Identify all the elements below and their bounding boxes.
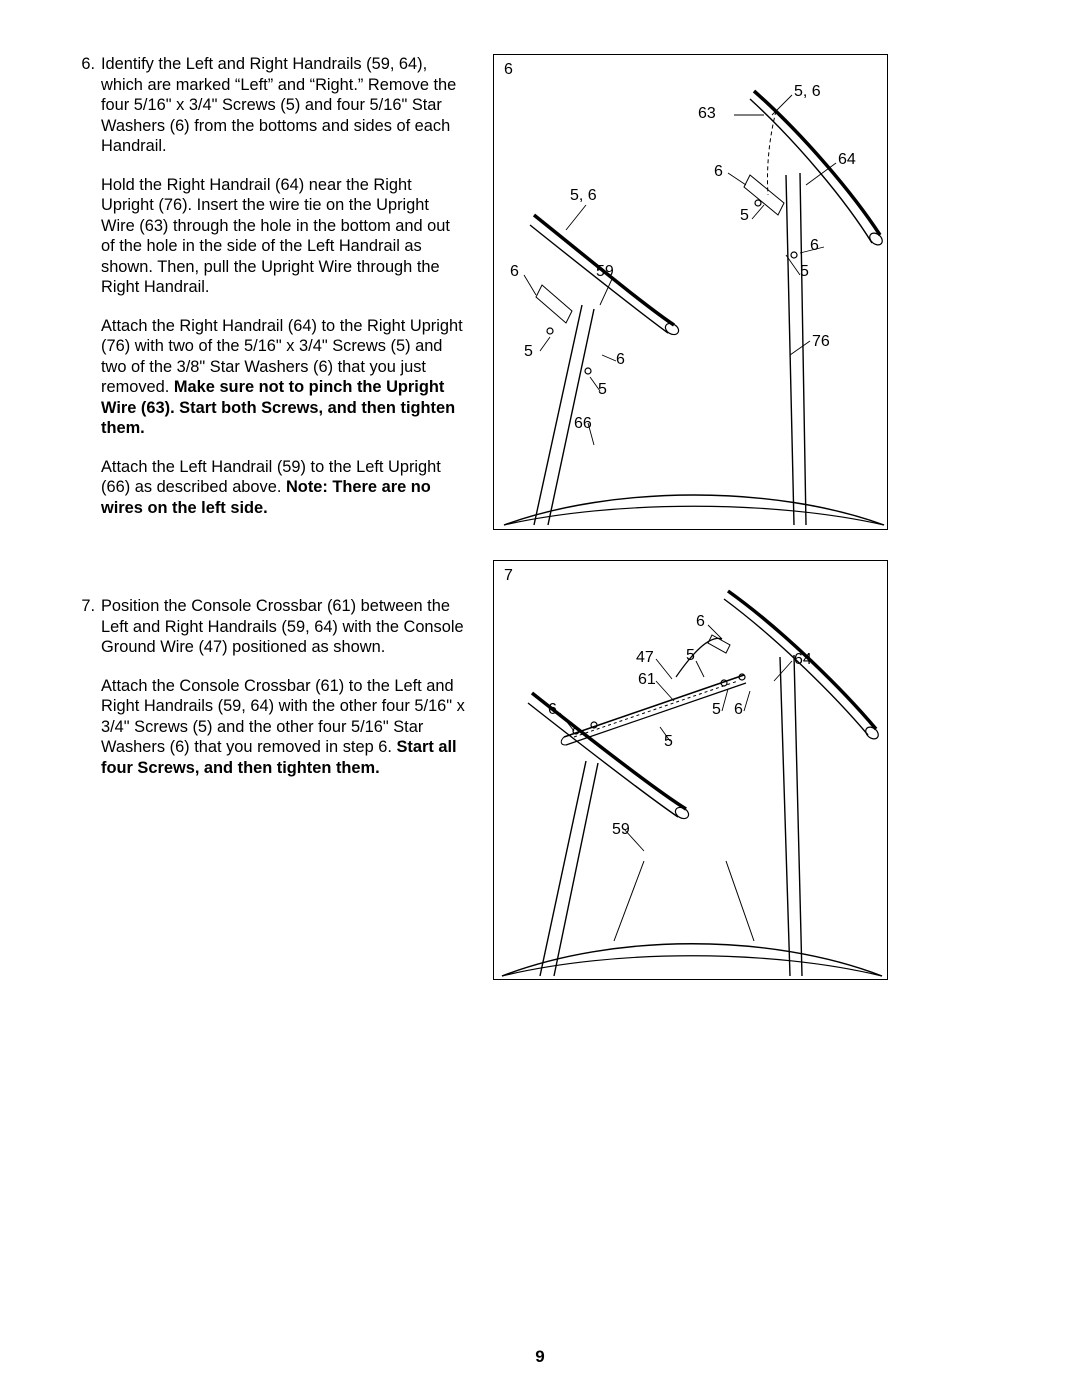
callout-label: 6 bbox=[696, 613, 705, 631]
paragraph: Position the Console Crossbar (61) betwe… bbox=[101, 596, 465, 658]
callout-label: 5, 6 bbox=[794, 83, 821, 101]
manual-page: 6. Identify the Left and Right Handrails… bbox=[0, 0, 1080, 1397]
callout-label: 47 bbox=[636, 649, 654, 667]
callout-label: 6 bbox=[616, 351, 625, 369]
callout-label: 5, 6 bbox=[570, 187, 597, 205]
instruction-column: 6. Identify the Left and Right Handrails… bbox=[75, 54, 465, 980]
step-body: Identify the Left and Right Handrails (5… bbox=[101, 54, 465, 536]
callout-label: 59 bbox=[612, 821, 630, 839]
paragraph: Attach the Console Crossbar (61) to the … bbox=[101, 676, 465, 779]
callout-label: 64 bbox=[794, 651, 812, 669]
callout-label: 66 bbox=[574, 415, 592, 433]
callout-label: 61 bbox=[638, 671, 656, 689]
paragraph: Hold the Right Handrail (64) near the Ri… bbox=[101, 175, 465, 298]
callout-label: 76 bbox=[812, 333, 830, 351]
callout-label: 64 bbox=[838, 151, 856, 169]
callout-label: 5 bbox=[598, 381, 607, 399]
figure-column: 6 5, 6636465, 65665957656566 7 647564616… bbox=[493, 54, 1005, 980]
assembly-step-7: 7. Position the Console Crossbar (61) be… bbox=[75, 596, 465, 796]
figure-corner-number: 7 bbox=[504, 567, 513, 585]
figure-7: 7 64756461656559 bbox=[493, 560, 888, 980]
step-body: Position the Console Crossbar (61) betwe… bbox=[101, 596, 465, 796]
callout-label: 5 bbox=[800, 263, 809, 281]
paragraph: Attach the Right Handrail (64) to the Ri… bbox=[101, 316, 465, 439]
callout-label: 6 bbox=[548, 701, 557, 719]
callout-label: 59 bbox=[596, 263, 614, 281]
page-number: 9 bbox=[0, 1347, 1080, 1367]
callout-label: 6 bbox=[714, 163, 723, 181]
callout-label: 5 bbox=[712, 701, 721, 719]
callout-label: 6 bbox=[810, 237, 819, 255]
figure-6: 6 5, 6636465, 65665957656566 bbox=[493, 54, 888, 530]
step-number: 6. bbox=[75, 54, 101, 536]
callout-label: 6 bbox=[510, 263, 519, 281]
callout-label: 5 bbox=[664, 733, 673, 751]
callout-label: 5 bbox=[524, 343, 533, 361]
callout-label: 63 bbox=[698, 105, 716, 123]
assembly-step-6: 6. Identify the Left and Right Handrails… bbox=[75, 54, 465, 536]
paragraph: Attach the Left Handrail (59) to the Lef… bbox=[101, 457, 465, 519]
callout-label: 6 bbox=[734, 701, 743, 719]
two-column-layout: 6. Identify the Left and Right Handrails… bbox=[75, 54, 1005, 980]
paragraph: Identify the Left and Right Handrails (5… bbox=[101, 54, 465, 157]
callout-label: 5 bbox=[740, 207, 749, 225]
figure-corner-number: 6 bbox=[504, 61, 513, 79]
step-number: 7. bbox=[75, 596, 101, 796]
callout-label: 5 bbox=[686, 647, 695, 665]
